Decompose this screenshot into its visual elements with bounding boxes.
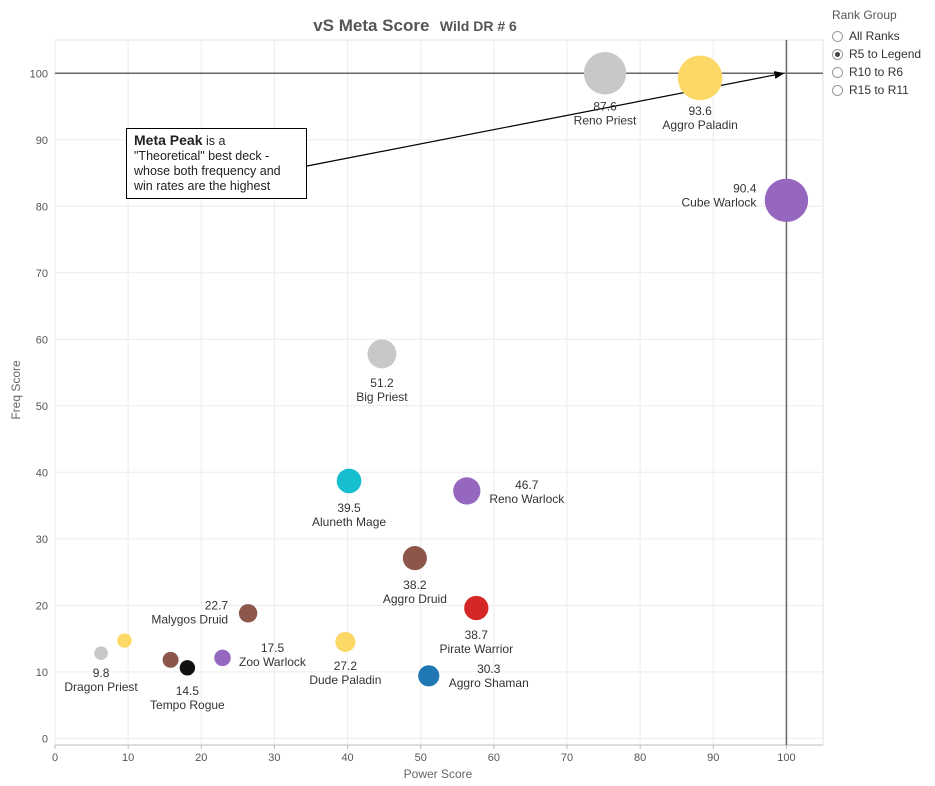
point-name-label: Malygos Druid	[151, 612, 228, 626]
rank-option-r10-to-r6[interactable]: R10 to R6	[832, 63, 921, 81]
annotation-bold: Meta Peak	[134, 132, 203, 148]
point-name-label: Zoo Warlock	[239, 655, 307, 669]
y-tick-label: 60	[36, 334, 48, 346]
x-tick-label: 90	[707, 752, 719, 764]
chart-title: vS Meta Score Wild DR # 6	[313, 16, 517, 35]
point-name-label: Pirate Warrior	[440, 642, 514, 656]
rank-group-title: Rank Group	[832, 8, 897, 22]
point-name-label: Aluneth Mage	[312, 515, 386, 529]
point-name-label: Dragon Priest	[64, 680, 138, 694]
x-tick-label: 0	[52, 752, 58, 764]
data-point	[214, 649, 231, 667]
points	[94, 52, 809, 687]
point-value-label: 14.5	[176, 684, 200, 698]
x-axis-title: Power Score	[404, 767, 473, 781]
y-tick-label: 30	[36, 534, 48, 546]
rank-option-r5-to-legend[interactable]: R5 to Legend	[832, 45, 921, 63]
data-point	[418, 665, 440, 687]
radio-icon[interactable]	[832, 84, 843, 96]
point-value-label: 39.5	[337, 501, 361, 515]
y-tick-label: 40	[36, 467, 48, 479]
point-name-label: Aggro Druid	[383, 592, 447, 606]
point-value-label: 87.6	[593, 99, 617, 113]
rank-group-filter: Rank Group All Ranks R5 to Legend R10 to…	[832, 8, 921, 99]
meta-peak-annotation: Meta Peak is a "Theoretical" best deck -…	[126, 128, 307, 199]
x-tick-label: 20	[195, 752, 207, 764]
data-point	[162, 651, 179, 668]
data-point	[367, 339, 397, 369]
rank-option-r15-to-r11[interactable]: R15 to R11	[832, 81, 921, 99]
x-tick-label: 100	[777, 752, 795, 764]
x-tick-label: 30	[268, 752, 280, 764]
rank-option-label: All Ranks	[849, 29, 900, 43]
data-point	[117, 633, 132, 648]
point-value-label: 17.5	[261, 641, 285, 655]
point-name-label: Cube Warlock	[682, 195, 758, 209]
y-axis-title: Freq Score	[9, 360, 23, 420]
radio-icon[interactable]	[832, 30, 843, 42]
x-tick-label: 10	[122, 752, 134, 764]
data-point	[179, 660, 196, 676]
axes: 0 10 20 30 40 50 60 70 80 90 100 0 10 20 30 40 50 60 70 80 9…	[30, 68, 823, 764]
point-value-label: 51.2	[370, 376, 394, 390]
x-tick-label: 40	[341, 752, 353, 764]
y-tick-label: 70	[36, 268, 48, 280]
x-tick-label: 60	[488, 752, 500, 764]
point-name-label: Aggro Shaman	[449, 676, 529, 690]
chart-subtitle: Wild DR # 6	[440, 18, 517, 34]
data-point	[335, 631, 356, 652]
rank-option-label: R5 to Legend	[849, 47, 922, 61]
y-tick-label: 100	[30, 68, 48, 80]
point-value-label: 9.8	[93, 666, 110, 680]
point-name-label: Reno Warlock	[489, 492, 565, 506]
rank-option-label: R15 to R11	[849, 83, 909, 97]
point-value-label: 27.2	[334, 659, 358, 673]
radio-icon[interactable]	[832, 48, 843, 60]
point-name-label: Aggro Paladin	[662, 118, 737, 132]
point-name-label: Reno Priest	[574, 113, 637, 127]
y-tick-label: 50	[36, 401, 48, 413]
rank-option-all-ranks[interactable]: All Ranks	[832, 27, 921, 45]
point-value-label: 22.7	[205, 598, 229, 612]
data-point	[94, 646, 108, 661]
data-point	[402, 546, 427, 571]
point-value-label: 46.7	[515, 478, 539, 492]
point-value-label: 38.7	[465, 628, 489, 642]
data-point	[336, 468, 362, 494]
rank-option-label: R10 to R6	[849, 65, 904, 79]
data-point	[453, 477, 481, 505]
point-name-label: Big Priest	[356, 390, 408, 404]
radio-icon[interactable]	[832, 66, 843, 78]
data-point	[583, 52, 627, 95]
point-name-label: Dude Paladin	[309, 673, 381, 687]
x-tick-label: 50	[415, 752, 427, 764]
point-name-label: Tempo Rogue	[150, 698, 225, 712]
point-value-label: 30.3	[477, 662, 501, 676]
y-tick-label: 10	[36, 667, 48, 679]
x-tick-label: 70	[561, 752, 573, 764]
data-point	[764, 178, 809, 223]
annotation-text: is a "Theoretical" best deck - whose bot…	[134, 134, 281, 193]
chart-title-main: vS Meta Score	[313, 16, 429, 35]
y-tick-label: 20	[36, 600, 48, 612]
y-tick-label: 0	[42, 733, 48, 745]
y-tick-label: 90	[36, 135, 48, 147]
point-value-label: 93.6	[688, 104, 712, 118]
data-point	[464, 595, 489, 621]
x-tick-label: 80	[634, 752, 646, 764]
data-point	[677, 55, 723, 101]
data-point	[238, 604, 258, 623]
y-tick-label: 80	[36, 201, 48, 213]
point-value-label: 38.2	[403, 578, 427, 592]
point-value-label: 90.4	[733, 181, 757, 195]
